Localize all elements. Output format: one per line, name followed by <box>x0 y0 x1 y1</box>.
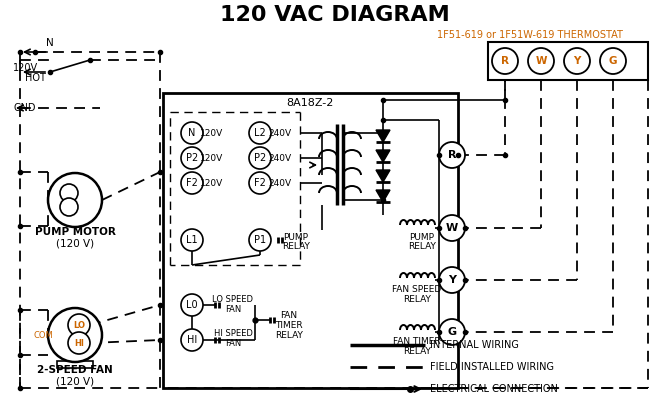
Bar <box>57 361 93 368</box>
Text: L2: L2 <box>254 128 266 138</box>
Circle shape <box>249 172 271 194</box>
Text: P2: P2 <box>186 153 198 163</box>
Bar <box>163 93 458 388</box>
Circle shape <box>60 198 78 216</box>
Circle shape <box>249 229 271 251</box>
Circle shape <box>181 172 203 194</box>
Circle shape <box>439 319 465 345</box>
Text: 120V: 120V <box>200 129 224 137</box>
Text: 120V: 120V <box>200 178 224 187</box>
Text: 1F51-619 or 1F51W-619 THERMOSTAT: 1F51-619 or 1F51W-619 THERMOSTAT <box>437 30 623 40</box>
Circle shape <box>492 48 518 74</box>
Circle shape <box>181 329 203 351</box>
Text: RELAY: RELAY <box>408 241 436 251</box>
Text: 120 VAC DIAGRAM: 120 VAC DIAGRAM <box>220 5 450 25</box>
Polygon shape <box>376 170 390 182</box>
Circle shape <box>439 267 465 293</box>
Text: RELAY: RELAY <box>275 331 303 339</box>
Text: GND: GND <box>13 103 36 113</box>
Circle shape <box>68 314 90 336</box>
Text: FAN SPEED: FAN SPEED <box>393 285 442 295</box>
Text: FAN: FAN <box>281 310 297 320</box>
Circle shape <box>60 184 78 202</box>
Circle shape <box>249 122 271 144</box>
Text: PUMP: PUMP <box>283 233 308 241</box>
Text: FIELD INSTALLED WIRING: FIELD INSTALLED WIRING <box>430 362 554 372</box>
Text: (120 V): (120 V) <box>56 376 94 386</box>
Text: FAN: FAN <box>225 305 241 313</box>
Text: Y: Y <box>448 275 456 285</box>
Circle shape <box>564 48 590 74</box>
Circle shape <box>528 48 554 74</box>
Text: F2: F2 <box>254 178 266 188</box>
Text: L1: L1 <box>186 235 198 245</box>
Circle shape <box>68 332 90 354</box>
Text: 120V: 120V <box>13 63 38 73</box>
Circle shape <box>181 229 203 251</box>
Circle shape <box>181 122 203 144</box>
Polygon shape <box>376 150 390 162</box>
Text: TIMER: TIMER <box>275 321 303 329</box>
Text: FAN: FAN <box>225 339 241 347</box>
Circle shape <box>48 308 102 362</box>
Text: F2: F2 <box>186 178 198 188</box>
Text: G: G <box>448 327 456 337</box>
Polygon shape <box>376 130 390 142</box>
Text: ELECTRICAL CONNECTION: ELECTRICAL CONNECTION <box>430 384 558 394</box>
Text: R: R <box>501 56 509 66</box>
Text: N: N <box>188 128 196 138</box>
Text: W: W <box>535 56 547 66</box>
Text: P1: P1 <box>254 235 266 245</box>
Text: 120V: 120V <box>200 153 224 163</box>
Text: R: R <box>448 150 456 160</box>
Text: 240V: 240V <box>269 178 291 187</box>
Text: L0: L0 <box>186 300 198 310</box>
Circle shape <box>181 147 203 169</box>
Text: 8A18Z-2: 8A18Z-2 <box>286 98 334 108</box>
Circle shape <box>600 48 626 74</box>
Text: W: W <box>446 223 458 233</box>
Circle shape <box>181 294 203 316</box>
Text: PUMP MOTOR: PUMP MOTOR <box>35 227 115 237</box>
Text: RELAY: RELAY <box>282 241 310 251</box>
Text: HOT: HOT <box>25 73 46 83</box>
Text: 2-SPEED FAN: 2-SPEED FAN <box>37 365 113 375</box>
Text: HI: HI <box>74 339 84 347</box>
Text: FAN TIMER: FAN TIMER <box>393 337 441 347</box>
Circle shape <box>249 147 271 169</box>
Text: HI: HI <box>187 335 197 345</box>
Text: HI SPEED: HI SPEED <box>214 329 253 339</box>
Circle shape <box>439 142 465 168</box>
Text: G: G <box>609 56 617 66</box>
Text: 240V: 240V <box>269 153 291 163</box>
Text: LO: LO <box>73 321 85 329</box>
Text: COM: COM <box>34 331 53 339</box>
Text: N: N <box>46 38 54 48</box>
Text: RELAY: RELAY <box>403 295 431 303</box>
Polygon shape <box>376 190 390 202</box>
Circle shape <box>439 215 465 241</box>
Text: PUMP: PUMP <box>409 233 435 241</box>
Text: P2: P2 <box>254 153 266 163</box>
Text: Y: Y <box>574 56 581 66</box>
Text: 240V: 240V <box>269 129 291 137</box>
Text: RELAY: RELAY <box>403 347 431 355</box>
Text: (120 V): (120 V) <box>56 238 94 248</box>
Text: LO SPEED: LO SPEED <box>212 295 253 305</box>
Bar <box>488 42 648 80</box>
Text: INTERNAL WIRING: INTERNAL WIRING <box>430 340 519 350</box>
Circle shape <box>48 173 102 227</box>
